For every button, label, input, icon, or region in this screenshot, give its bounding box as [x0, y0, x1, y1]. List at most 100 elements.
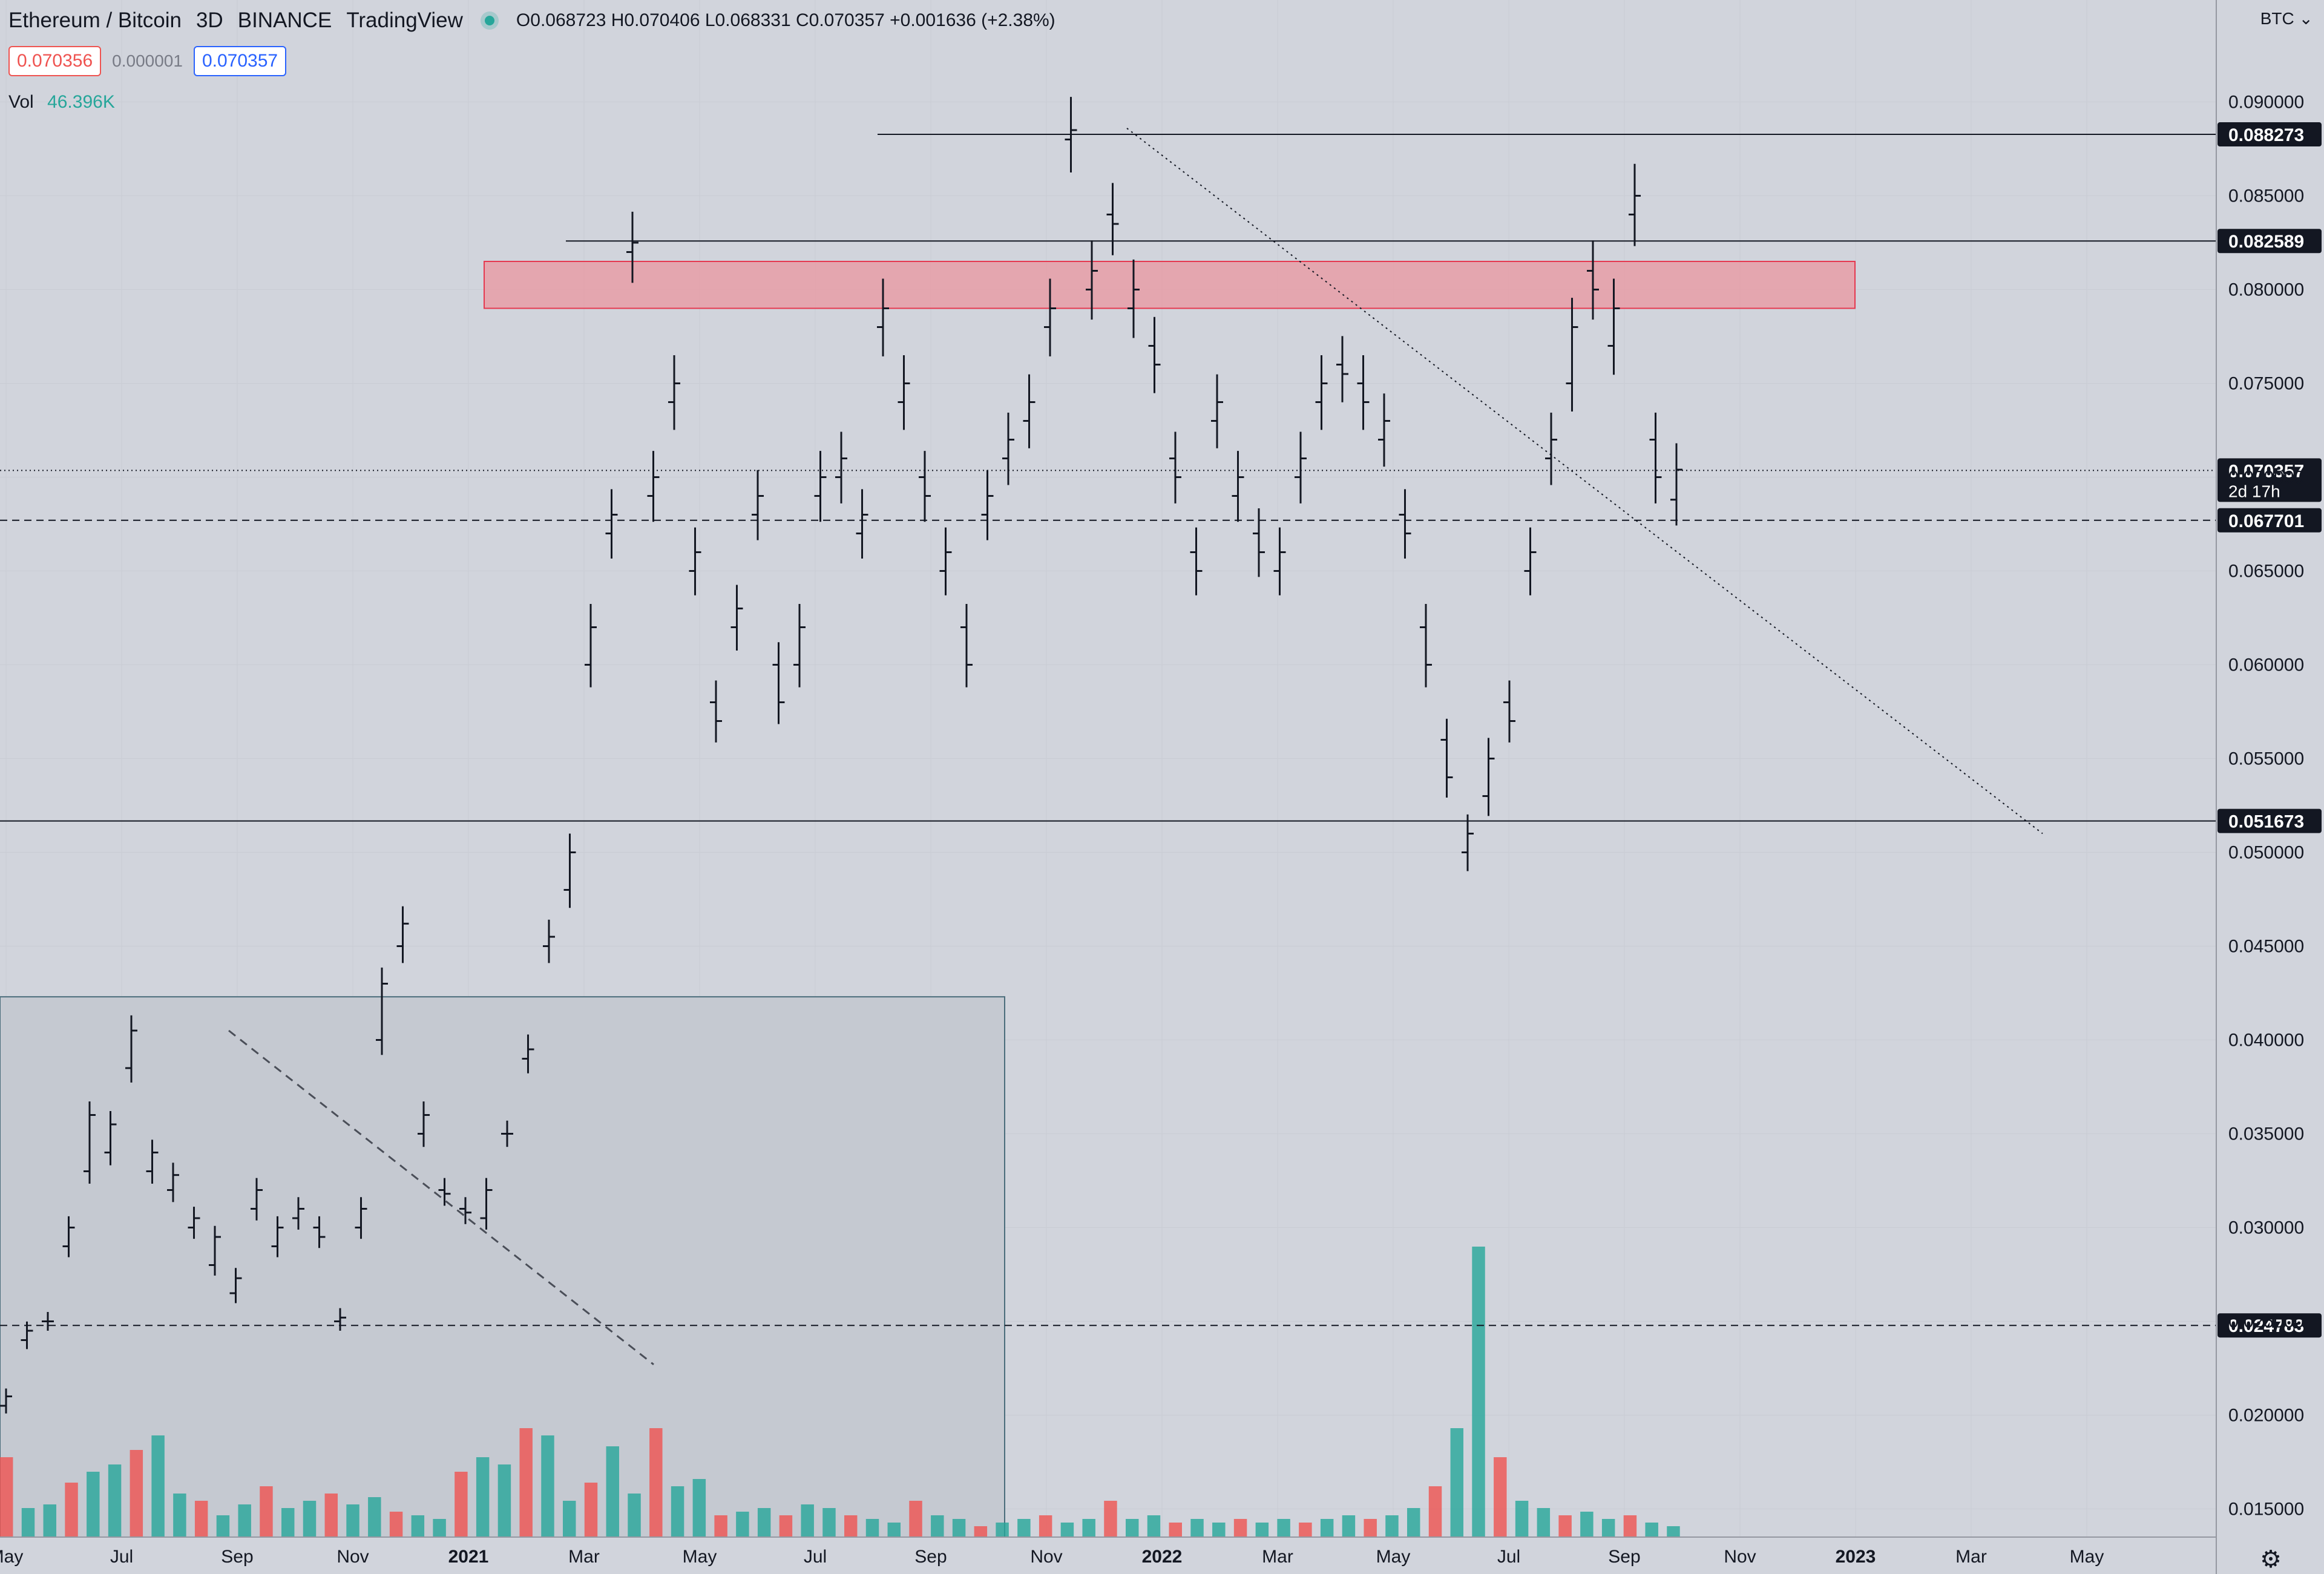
volume-bar [1385, 1515, 1399, 1537]
bar-countdown: 2d 17h [2228, 482, 2280, 500]
volume-bar [87, 1472, 100, 1537]
volume-bar [1580, 1512, 1594, 1537]
price-tick-label: 0.040000 [2228, 1031, 2304, 1051]
level-price-label: 0.051673 [2228, 812, 2304, 832]
symbol-header: Ethereum / Bitcoin 3D BINANCE TradingVie… [8, 8, 1070, 33]
time-tick-label: May [2070, 1547, 2104, 1567]
time-tick-label: Mar [1955, 1547, 1987, 1567]
ohlc-values: O0.068723 H0.070406 L0.068331 C0.070357 … [516, 10, 1055, 30]
volume-bar [389, 1512, 403, 1537]
level-price-tag [2217, 229, 2322, 254]
level-price-label: 0.088273 [2228, 125, 2304, 145]
volume-bar [194, 1501, 208, 1537]
volume-bar [1169, 1523, 1182, 1537]
price-tick-label: 0.035000 [2228, 1124, 2304, 1144]
volume-bar [844, 1515, 858, 1537]
price-series [0, 97, 1682, 1414]
time-tick-label: 2023 [1836, 1547, 1876, 1567]
volume-bar [1364, 1519, 1377, 1537]
volume-bar [455, 1472, 468, 1537]
time-tick-label: Nov [336, 1547, 369, 1567]
price-tick-label: 0.075000 [2228, 374, 2304, 394]
volume-bar [757, 1508, 771, 1537]
volume-bar [909, 1501, 922, 1537]
interval-label[interactable]: 3D [195, 8, 223, 32]
volume-bar [1082, 1519, 1095, 1537]
level-price-label: 0.070357 [2228, 461, 2304, 481]
volume-bar [21, 1508, 35, 1537]
level-price-label: 0.067701 [2228, 511, 2304, 531]
price-tick-label: 0.080000 [2228, 280, 2304, 300]
time-tick-label: Mar [568, 1547, 600, 1567]
level-price-tag [2217, 458, 2322, 502]
volume-bar [974, 1526, 988, 1537]
volume-bar [931, 1515, 944, 1537]
level-price-label: 0.082589 [2228, 232, 2304, 252]
market-status-icon [484, 16, 494, 25]
volume-bar [281, 1508, 295, 1537]
volume-bar [260, 1486, 273, 1537]
price-axis[interactable]: 0.015000 0.020000 0.025000 0.030000 0.035000… [2216, 0, 2304, 1574]
volume-bar [1147, 1515, 1161, 1537]
level-price-tag [2217, 808, 2322, 833]
volume-bar [1601, 1519, 1615, 1537]
time-axis[interactable]: May Jul Sep Nov 2021 Mar May Jul Sep Nov 2022 Mar Ma… [0, 1536, 2282, 1573]
price-tick-label: 0.015000 [2228, 1500, 2304, 1520]
volume-bar [541, 1435, 554, 1537]
volume-bar [887, 1523, 901, 1537]
price-tick-label: 0.050000 [2228, 843, 2304, 863]
volume-bar [1515, 1501, 1529, 1537]
time-tick-label: Nov [1030, 1547, 1062, 1567]
time-tick-label: Jul [110, 1547, 133, 1567]
volume-bar [606, 1446, 619, 1537]
drawing-layer [0, 128, 2043, 1538]
volume-bar [476, 1457, 490, 1537]
price-tick-label: 0.055000 [2228, 749, 2304, 769]
volume-bar [1537, 1508, 1551, 1537]
volume-bar [0, 1457, 13, 1537]
symbol-name[interactable]: Ethereum / Bitcoin [8, 8, 182, 32]
volume-bar [584, 1483, 598, 1537]
volume-bar [1039, 1515, 1052, 1537]
volume-bar [65, 1483, 78, 1537]
time-tick-label: 2021 [448, 1547, 489, 1567]
price-tick-label: 0.060000 [2228, 655, 2304, 675]
consolidation-box [0, 996, 1005, 1538]
time-tick-label: Sep [914, 1547, 947, 1567]
volume-bar [628, 1494, 641, 1537]
volume-bar [865, 1519, 879, 1537]
price-tick-label: 0.065000 [2228, 562, 2304, 582]
volume-bar [1299, 1523, 1312, 1537]
volume-bar [649, 1428, 663, 1537]
time-tick-label: May [683, 1547, 717, 1567]
level-price-tag [2217, 1313, 2322, 1338]
spread-value: 0.000001 [112, 51, 183, 70]
volume-bar [779, 1515, 793, 1537]
volume-bar [216, 1515, 230, 1537]
volume-bar [1472, 1247, 1485, 1537]
volume-bar [1104, 1501, 1117, 1537]
volume-bar [108, 1464, 122, 1537]
level-price-tag [2217, 508, 2322, 533]
volume-bar [1623, 1515, 1637, 1537]
time-tick-label: Mar [1262, 1547, 1293, 1567]
price-tick-label: 0.030000 [2228, 1218, 2304, 1238]
time-tick-label: Sep [1608, 1547, 1640, 1567]
volume-bar [1558, 1515, 1572, 1537]
source-label: TradingView [346, 8, 463, 32]
volume-bar [671, 1486, 684, 1537]
price-tick-label: 0.090000 [2228, 93, 2304, 113]
sell-button[interactable]: 0.070356 [8, 46, 102, 76]
time-tick-label: 2022 [1142, 1547, 1183, 1567]
currency-label: BTC [2260, 9, 2294, 28]
gear-icon: ⚙ [2260, 1546, 2282, 1573]
volume-bar [1450, 1428, 1463, 1537]
volume-bar [1428, 1486, 1442, 1537]
resistance-zone [484, 261, 1856, 309]
price-tick-label: 0.085000 [2228, 186, 2304, 206]
volume-bar [411, 1515, 425, 1537]
currency-selector[interactable]: BTC ⌄ [2260, 8, 2313, 28]
buy-button[interactable]: 0.070357 [193, 46, 287, 76]
